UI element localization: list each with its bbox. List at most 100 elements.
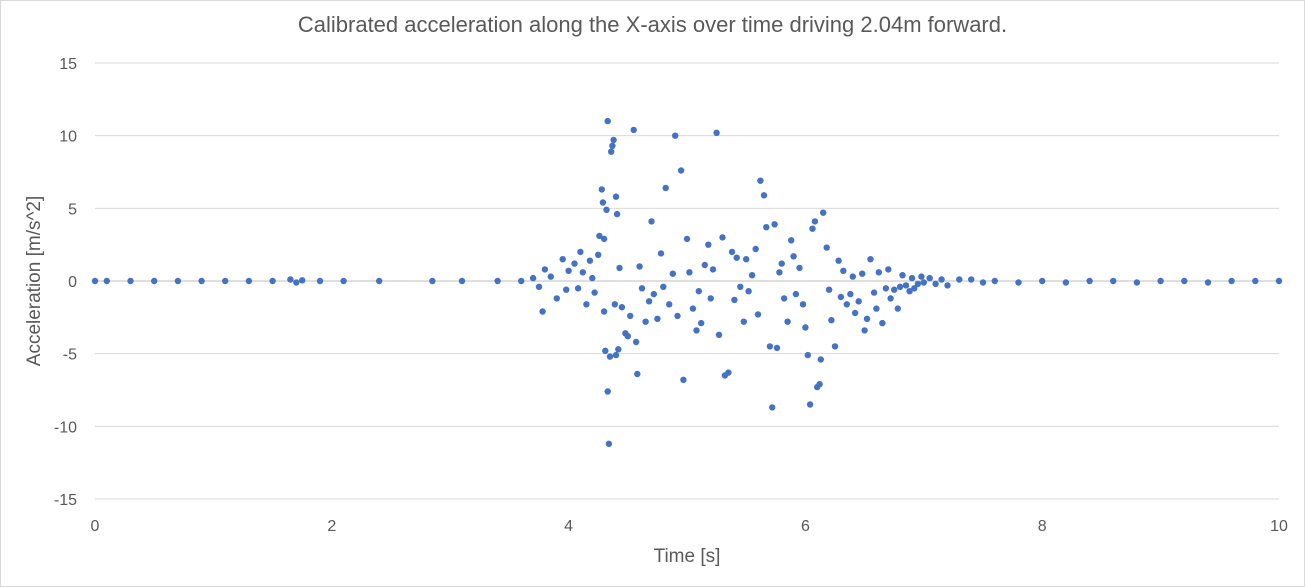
data-point: [914, 280, 922, 288]
x-tick-label: 2: [327, 518, 336, 535]
data-point: [894, 305, 901, 312]
data-point: [820, 209, 827, 216]
data-point: [867, 256, 874, 263]
data-point: [616, 264, 623, 272]
data-point: [608, 148, 615, 155]
data-point: [887, 295, 894, 302]
data-point: [680, 376, 687, 383]
data-point: [1062, 279, 1070, 286]
data-point: [586, 257, 594, 264]
data-point: [870, 289, 878, 296]
data-point: [577, 248, 584, 256]
data-point: [598, 186, 605, 193]
x-tick-label: 0: [91, 518, 100, 535]
data-point: [645, 298, 653, 305]
data-point: [926, 274, 933, 282]
data-point: [553, 295, 560, 302]
data-point: [632, 338, 640, 346]
data-point: [127, 277, 134, 285]
data-point: [666, 301, 673, 308]
data-point: [938, 276, 945, 283]
chart-title: Calibrated acceleration along the X-axis…: [297, 12, 1008, 37]
data-point: [847, 290, 854, 298]
data-point: [547, 273, 554, 280]
data-point: [911, 285, 918, 292]
data-point: [642, 318, 649, 325]
data-point: [613, 210, 621, 218]
data-point: [672, 132, 679, 139]
data-point: [932, 280, 939, 288]
data-point: [618, 304, 626, 311]
data-point: [899, 272, 906, 279]
data-point: [494, 277, 501, 285]
data-point: [908, 274, 916, 282]
data-point: [776, 269, 783, 276]
data-point: [627, 312, 634, 320]
data-point: [174, 277, 182, 285]
data-point: [788, 237, 795, 244]
data-point: [731, 296, 738, 304]
data-point: [784, 318, 791, 325]
data-point: [595, 251, 602, 258]
data-point: [579, 269, 586, 276]
data-point: [698, 319, 705, 327]
data-point: [1110, 277, 1117, 285]
data-point: [979, 279, 987, 286]
data-point: [885, 266, 892, 273]
data-point: [683, 235, 691, 243]
data-point: [563, 286, 570, 293]
data-point: [1252, 277, 1259, 285]
data-point: [529, 274, 537, 282]
data-point: [535, 283, 543, 290]
y-tick-label: 10: [59, 129, 77, 146]
data-point: [851, 309, 859, 317]
data-point: [763, 224, 770, 231]
data-point: [709, 266, 717, 273]
data-point: [743, 256, 750, 263]
data-point: [725, 369, 732, 376]
data-point: [1157, 277, 1164, 285]
grid-lines: [95, 62, 1279, 500]
data-point: [715, 331, 723, 338]
data-point: [831, 343, 839, 350]
data-point: [693, 327, 700, 334]
data-point: [151, 277, 158, 285]
data-point: [604, 388, 611, 395]
data-point: [771, 221, 778, 228]
data-point: [269, 277, 276, 285]
data-point: [606, 353, 614, 360]
y-tick-label: -15: [54, 492, 77, 509]
data-point: [918, 273, 925, 280]
data-point: [634, 370, 641, 378]
data-point: [780, 295, 788, 302]
data-point: [610, 136, 617, 144]
data-point: [539, 308, 546, 315]
data-point: [648, 218, 655, 225]
data-point: [811, 218, 819, 225]
data-point: [287, 276, 294, 283]
data-point: [458, 277, 466, 285]
data-point: [879, 319, 886, 327]
x-tick-label: 10: [1270, 518, 1288, 535]
data-point: [920, 279, 927, 286]
data-point: [748, 272, 756, 279]
data-point: [825, 286, 833, 293]
data-point: [662, 184, 669, 192]
data-point: [701, 261, 708, 269]
data-point: [299, 277, 306, 284]
data-point: [316, 277, 324, 285]
data-point: [91, 277, 99, 285]
data-point: [754, 311, 762, 318]
data-point: [1204, 279, 1212, 286]
data-point: [695, 288, 702, 295]
data-point: [837, 293, 845, 301]
data-point: [541, 266, 549, 273]
data-point: [766, 343, 774, 350]
data-point: [674, 312, 681, 320]
data-point: [565, 267, 572, 274]
data-point: [1275, 277, 1283, 285]
data-point: [843, 301, 850, 308]
data-point: [245, 277, 253, 285]
y-tick-label: 0: [68, 274, 77, 291]
